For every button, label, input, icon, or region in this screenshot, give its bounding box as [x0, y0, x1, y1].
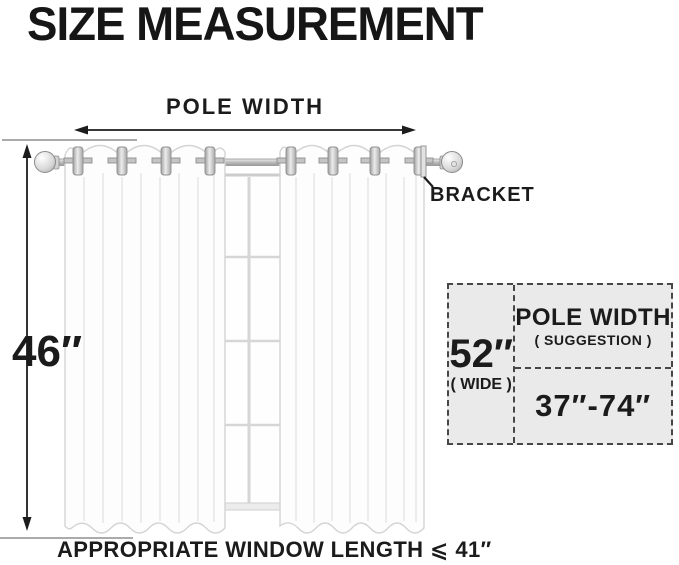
grommet: [276, 146, 306, 176]
size-suggestion-box: 52″ ( WIDE ) POLE WIDTH ( SUGGESTION ) 3…: [447, 283, 673, 445]
grommets: [63, 146, 434, 176]
pole-width-note: ( SUGGESTION ): [534, 332, 652, 348]
grommet: [360, 146, 390, 176]
pole-width-range: 37″-74″: [535, 388, 652, 423]
curtain-width-note: ( WIDE ): [450, 376, 512, 393]
left-finial: [34, 151, 56, 173]
curtain-folds: [83, 173, 215, 523]
curtain-folds: [295, 173, 417, 523]
curtain-panel-left: [64, 144, 226, 534]
bracket: [420, 145, 427, 178]
bracket-label: BRACKET: [430, 184, 535, 206]
grommet: [151, 146, 181, 176]
curtain-height-label: 46″: [12, 327, 83, 376]
curtain-panel-right: [279, 144, 425, 534]
finial-detail: [450, 161, 457, 168]
bracket-pointer: [423, 176, 434, 188]
grommet: [107, 146, 137, 176]
size-box-width-cell: 52″ ( WIDE ): [449, 285, 516, 443]
pole-width-range-cell: 37″-74″: [515, 369, 671, 443]
curtain-width-value: 52″: [449, 332, 513, 376]
curtain-illustration: [0, 125, 463, 539]
height-arrow: [22, 144, 32, 531]
grommet: [63, 146, 93, 176]
pole-width-suggestion-header: POLE WIDTH ( SUGGESTION ): [515, 285, 671, 369]
pole-width-title: POLE WIDTH: [515, 304, 671, 331]
grommet: [318, 146, 348, 176]
grommet: [195, 146, 225, 176]
size-box-pole-cell: POLE WIDTH ( SUGGESTION ) 37″-74″: [515, 285, 671, 443]
pole-width-arrow: [74, 125, 416, 135]
pole-width-label: POLE WIDTH: [165, 94, 325, 119]
extension-lines: [0, 139, 137, 539]
page-title: SIZE MEASUREMENT: [27, 0, 484, 50]
window-length-label: APPROPRIATE WINDOW LENGTH ⩽ 41″: [57, 537, 492, 562]
